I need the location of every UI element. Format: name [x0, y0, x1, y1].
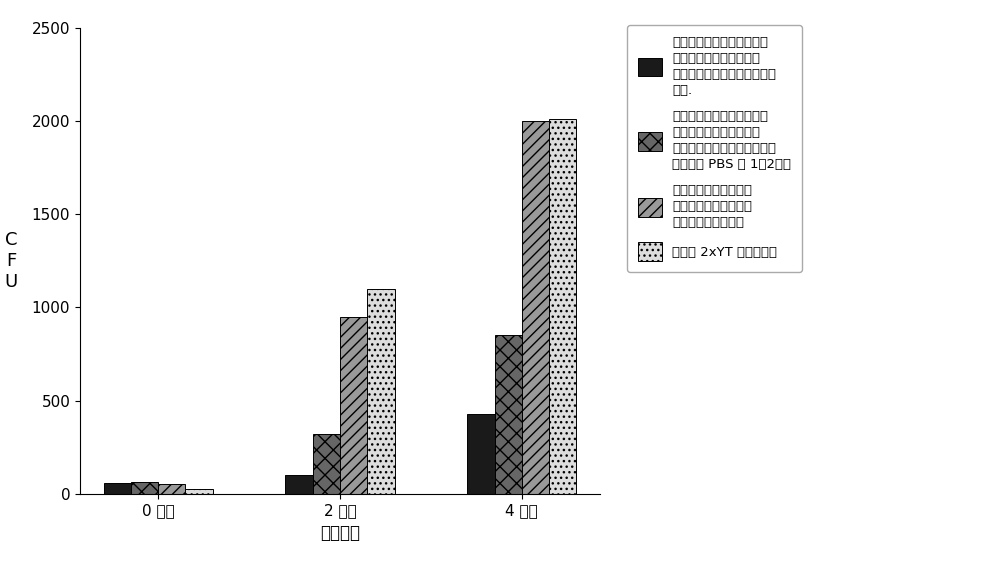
Bar: [313, 434, 340, 494]
Y-axis label: C
F
U: C F U: [4, 231, 18, 291]
Bar: [158, 484, 185, 494]
Bar: [285, 475, 313, 494]
Bar: [104, 482, 131, 494]
Legend: 试验－来自诱导的分泌载体
（其在质粒中具有骆驼科
抗体片段插入物）的培养物上
清液., 试验－来自诱导的分泌载体
（其在质粒中具有骆驼科
抗体片段插入物）的培养: 试验－来自诱导的分泌载体 （其在质粒中具有骆驼科 抗体片段插入物）的培养物上 清…: [627, 25, 802, 272]
X-axis label: 取样间隔: 取样间隔: [320, 524, 360, 542]
Bar: [340, 317, 367, 494]
Bar: [549, 119, 576, 494]
Bar: [495, 335, 522, 494]
Bar: [522, 121, 549, 494]
Bar: [367, 289, 395, 494]
Bar: [131, 481, 158, 494]
Bar: [185, 489, 213, 494]
Bar: [467, 413, 495, 494]
